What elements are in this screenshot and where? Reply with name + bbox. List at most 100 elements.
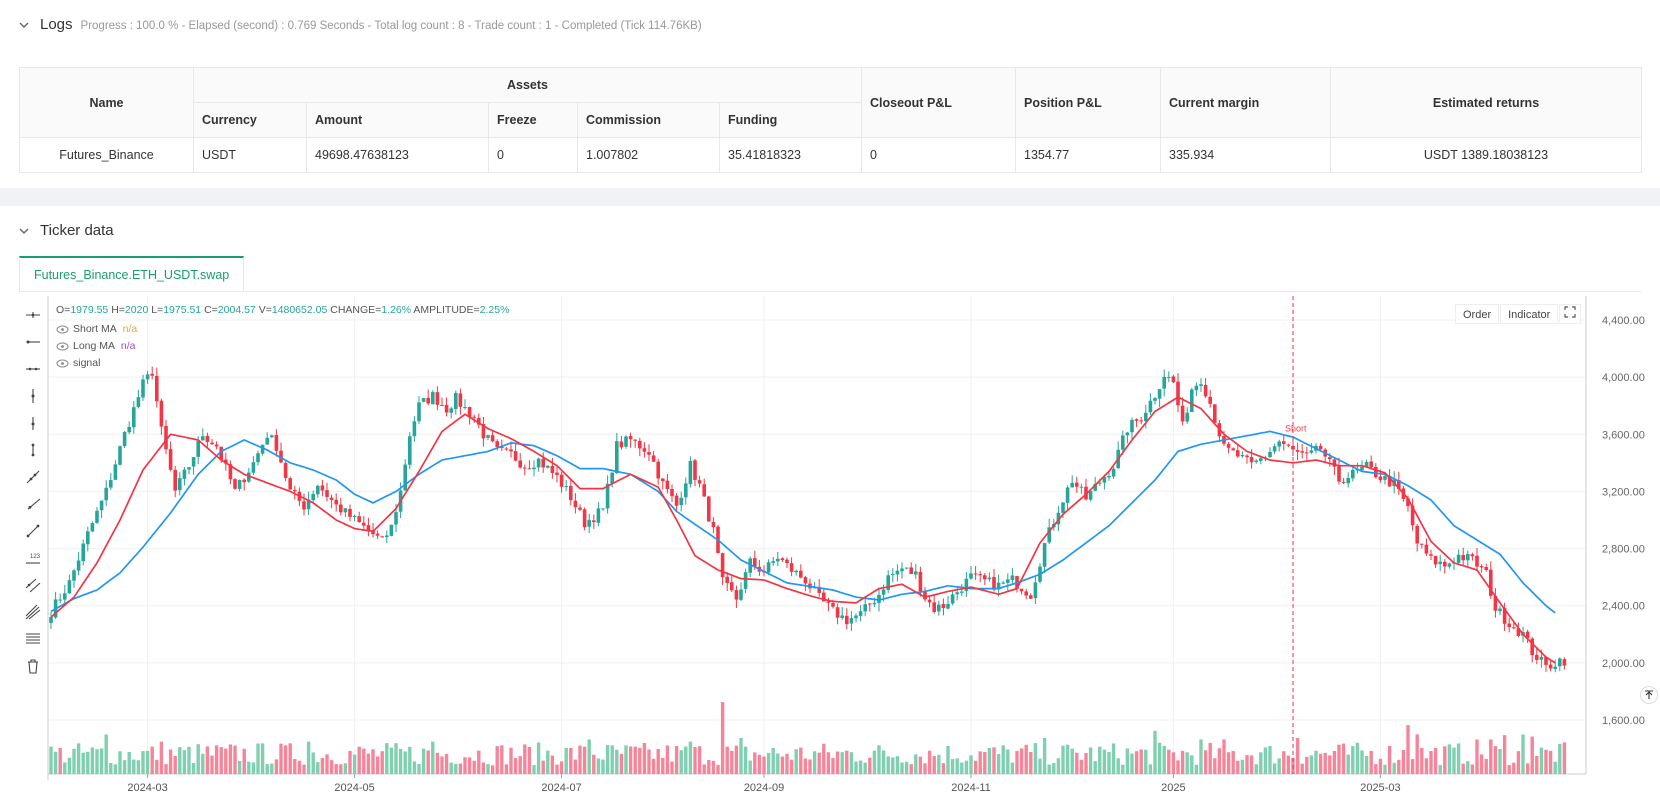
trash-tool[interactable] <box>22 652 44 679</box>
trend-line-icon[interactable] <box>25 469 41 485</box>
vertical-segment-icon[interactable] <box>25 442 41 458</box>
volume-bar <box>587 739 591 774</box>
horizontal-line-tool[interactable] <box>22 355 44 382</box>
segment-icon[interactable] <box>25 523 41 539</box>
eye-icon[interactable] <box>56 342 69 351</box>
chevron-down-icon[interactable] <box>18 19 30 31</box>
order-button[interactable]: Order <box>1455 304 1500 324</box>
candle-body <box>624 436 628 447</box>
legend-long-ma[interactable]: Long MA n/a <box>56 340 135 352</box>
volume-bar <box>527 747 532 774</box>
candle-body <box>1153 398 1157 401</box>
trash-icon[interactable] <box>25 658 41 674</box>
tab-eth-usdt-swap[interactable]: Futures_Binance.ETH_USDT.swap <box>19 256 245 291</box>
logs-status: Progress : 100.0 % - Elapsed (second) : … <box>80 19 702 32</box>
fibonacci-tool[interactable] <box>22 625 44 652</box>
candle-body <box>1470 554 1475 557</box>
chart-area[interactable]: 4,400.00 4,000.00 3,600.00 3,200.00 2,800.00… <box>0 296 1660 806</box>
volume-bar <box>1047 764 1051 774</box>
ray-line-icon[interactable] <box>25 496 41 512</box>
candle-body <box>1479 566 1484 568</box>
volume-bar <box>573 759 578 774</box>
candle-body <box>279 450 283 463</box>
horizontal-line-icon[interactable] <box>25 361 41 377</box>
parallel-channel-tool[interactable] <box>22 571 44 598</box>
candle-body <box>265 437 269 445</box>
vertical-ray-icon[interactable] <box>25 415 41 431</box>
candle-body <box>214 444 219 447</box>
candle-body <box>1111 468 1116 477</box>
candle-body <box>1378 476 1383 481</box>
candle-body <box>504 448 509 450</box>
volume-bar <box>95 749 99 774</box>
candle-body <box>122 432 127 447</box>
volume-bar <box>178 747 182 774</box>
crosshair-icon[interactable] <box>25 307 41 323</box>
volume-bar <box>385 743 389 774</box>
horizontal-ray-icon[interactable] <box>25 334 41 350</box>
volume-bar <box>1139 749 1143 774</box>
volume-bar <box>1424 758 1429 774</box>
candle-body <box>1525 631 1530 639</box>
volume-bar <box>1245 755 1249 774</box>
vertical-ray-tool[interactable] <box>22 409 44 436</box>
eye-icon[interactable] <box>56 359 69 368</box>
parallel-channel-icon[interactable] <box>25 577 41 593</box>
vertical-line-tool[interactable] <box>22 382 44 409</box>
candle-body <box>992 577 996 590</box>
legend-label: Short MA <box>73 323 117 335</box>
pitchfork-tool[interactable] <box>22 598 44 625</box>
candle-body <box>1231 448 1235 451</box>
volume-bar <box>1507 765 1511 774</box>
legend-signal[interactable]: signal <box>56 357 100 369</box>
volume-bar <box>132 759 136 774</box>
volume-bar <box>1530 736 1534 774</box>
svg-text:123: 123 <box>30 554 41 560</box>
th-amount: Amount <box>306 102 489 138</box>
vertical-segment-tool[interactable] <box>22 436 44 463</box>
vertical-line-icon[interactable] <box>25 388 41 404</box>
candle-body <box>375 533 380 536</box>
volume-bar <box>444 753 449 774</box>
horizontal-ray-tool[interactable] <box>22 328 44 355</box>
fibonacci-icon[interactable] <box>25 631 41 647</box>
segment-tool[interactable] <box>22 517 44 544</box>
candle-body <box>394 512 398 525</box>
fullscreen-button[interactable] <box>1559 304 1582 324</box>
trend-line-tool[interactable] <box>22 463 44 490</box>
candlestick-chart[interactable]: 4,400.00 4,000.00 3,600.00 3,200.00 2,800.00… <box>0 296 1660 806</box>
candle-body <box>251 462 256 473</box>
volume-bar <box>817 752 821 774</box>
volume-bar <box>1084 753 1088 774</box>
volume-bar <box>716 764 720 774</box>
volume-bar <box>854 761 858 774</box>
th-funding: Funding <box>719 102 862 138</box>
crosshair-tool[interactable] <box>22 301 44 328</box>
logs-header[interactable]: Logs Progress : 100.0 % - Elapsed (secon… <box>18 16 702 33</box>
ray-line-tool[interactable] <box>22 490 44 517</box>
candle-body <box>490 435 495 442</box>
scroll-to-latest-button[interactable] <box>1640 686 1658 704</box>
candle-body <box>339 504 343 513</box>
volume-bar <box>743 746 748 774</box>
price-label-icon[interactable]: 123 <box>25 550 41 566</box>
pitchfork-icon[interactable] <box>25 604 41 620</box>
ticker-header[interactable]: Ticker data <box>18 222 114 239</box>
candle-body <box>417 402 421 422</box>
fullscreen-icon[interactable] <box>1564 306 1576 318</box>
legend-short-ma[interactable]: Short MA n/a <box>56 323 137 335</box>
candle-body <box>513 451 518 461</box>
indicator-button[interactable]: Indicator <box>1500 304 1559 324</box>
arrow-up-icon[interactable] <box>1644 690 1654 700</box>
eye-icon[interactable] <box>56 325 69 334</box>
volume-bar <box>697 746 702 774</box>
volume-bar <box>371 749 375 774</box>
candle-body <box>730 582 734 591</box>
chevron-down-icon[interactable] <box>18 225 30 237</box>
candle-body <box>440 404 444 406</box>
volume-bar <box>679 750 683 774</box>
price-label-tool[interactable]: 123 <box>22 544 44 571</box>
volume-bar <box>886 756 890 774</box>
volume-bar <box>812 751 817 774</box>
volume-bar <box>1452 747 1456 774</box>
